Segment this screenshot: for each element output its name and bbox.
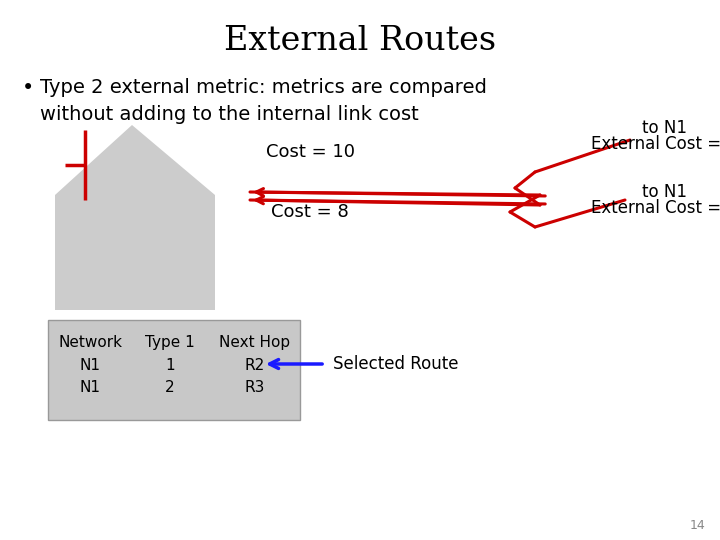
Text: 1: 1 xyxy=(165,358,175,373)
Polygon shape xyxy=(55,195,215,310)
Text: Selected Route: Selected Route xyxy=(333,355,459,373)
Text: External Cost = 1: External Cost = 1 xyxy=(591,135,720,153)
Text: External Routes: External Routes xyxy=(224,25,496,57)
Text: •: • xyxy=(22,78,35,98)
Text: N1: N1 xyxy=(79,358,101,373)
Text: Network: Network xyxy=(58,335,122,350)
Text: Cost = 10: Cost = 10 xyxy=(266,143,354,161)
Text: Next Hop: Next Hop xyxy=(220,335,291,350)
Text: R2: R2 xyxy=(245,358,265,373)
Text: 2: 2 xyxy=(165,380,175,395)
Text: to N1: to N1 xyxy=(642,183,686,201)
Polygon shape xyxy=(55,125,215,195)
FancyBboxPatch shape xyxy=(48,320,300,420)
Text: R3: R3 xyxy=(245,380,265,395)
Text: 14: 14 xyxy=(689,519,705,532)
Text: External Cost = 2: External Cost = 2 xyxy=(591,199,720,217)
Text: to N1: to N1 xyxy=(642,119,686,137)
Text: N1: N1 xyxy=(79,380,101,395)
Text: Type 2 external metric: metrics are compared
without adding to the internal link: Type 2 external metric: metrics are comp… xyxy=(40,78,487,124)
Text: Type 1: Type 1 xyxy=(145,335,195,350)
Text: Cost = 8: Cost = 8 xyxy=(271,203,349,221)
